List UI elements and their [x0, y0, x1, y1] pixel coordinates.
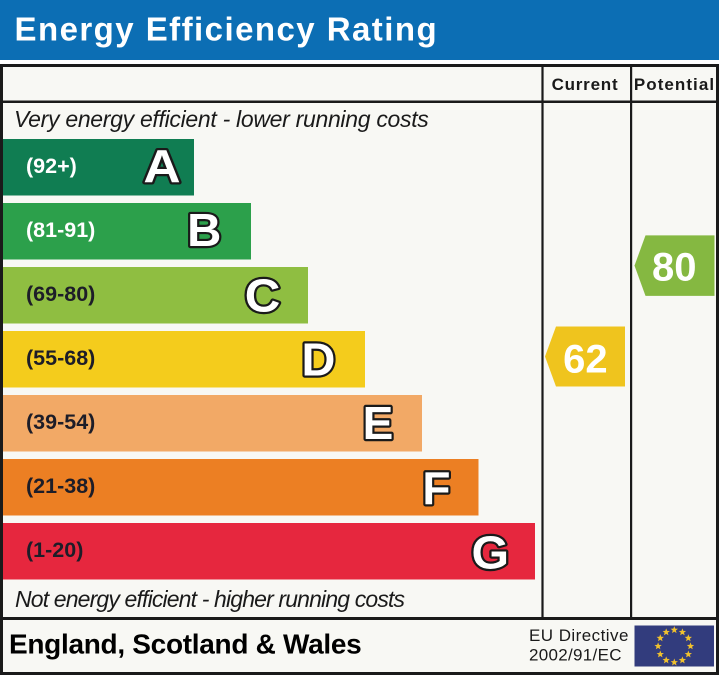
svg-text:Current: Current: [552, 75, 619, 94]
svg-text:(81-91): (81-91): [26, 218, 95, 242]
svg-text:80: 80: [652, 245, 697, 289]
svg-text:(69-80): (69-80): [26, 282, 95, 306]
svg-text:Potential: Potential: [634, 75, 715, 94]
svg-text:E: E: [363, 397, 394, 449]
svg-text:B: B: [187, 205, 221, 256]
svg-text:(39-54): (39-54): [26, 410, 95, 434]
svg-text:Energy Efficiency Rating: Energy Efficiency Rating: [15, 11, 439, 48]
svg-text:A: A: [143, 141, 180, 192]
svg-text:(55-68): (55-68): [26, 346, 95, 370]
svg-text:Very energy efficient - lower: Very energy efficient - lower running co…: [14, 106, 429, 132]
svg-text:F: F: [422, 462, 450, 514]
svg-text:England, Scotland & Wales: England, Scotland & Wales: [9, 628, 361, 659]
svg-text:(1-20): (1-20): [26, 538, 83, 562]
svg-text:2002/91/EC: 2002/91/EC: [529, 646, 622, 665]
svg-text:(92+): (92+): [26, 154, 77, 178]
svg-text:C: C: [245, 271, 281, 322]
svg-text:Not energy efficient - higher: Not energy efficient - higher running co…: [15, 586, 406, 612]
svg-text:EU Directive: EU Directive: [529, 626, 629, 645]
svg-text:G: G: [472, 526, 510, 578]
svg-text:62: 62: [563, 337, 608, 381]
svg-text:(21-38): (21-38): [26, 474, 95, 498]
svg-text:D: D: [302, 334, 336, 385]
